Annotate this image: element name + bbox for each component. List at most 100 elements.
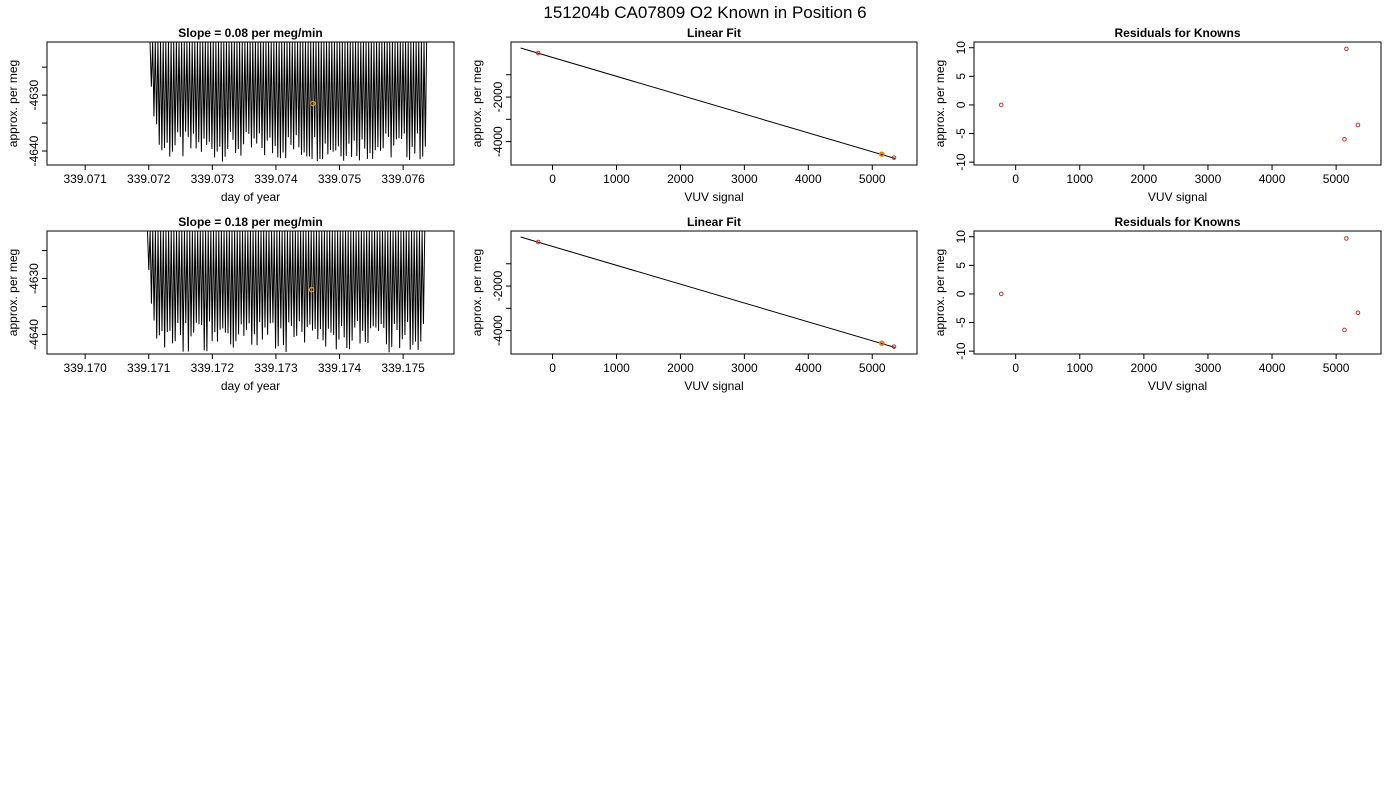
residuals-2-data-point — [1342, 327, 1347, 333]
timeseries-2-marker-point — [308, 286, 315, 293]
residuals-1-title: Residuals for Knowns — [1114, 26, 1240, 40]
residuals-1-xtick-label: 1000 — [1066, 172, 1093, 186]
residuals-2-ytick-label: 10 — [954, 230, 968, 244]
timeseries-1-panel: Slope = 0.08 per meg/min 339.071 339.072 33… — [6, 26, 455, 204]
linearfit-2-xtick-label: 5000 — [859, 361, 886, 375]
residuals-1-xtick-label: 5000 — [1323, 172, 1350, 186]
linearfit-1-frame — [510, 41, 918, 166]
residuals-2-xtick-label: 3000 — [1195, 361, 1222, 375]
timeseries-1-series-line — [149, 42, 428, 162]
linearfit-1-ytick-label: -4000 — [491, 126, 505, 157]
linearfit-2-xtick-label: 3000 — [731, 361, 758, 375]
linearfit-2-ylabel: approx. per meg — [470, 249, 484, 336]
plot-panels: Slope = 0.08 per meg/min 339.071 339.072 33… — [6, 26, 1382, 393]
residuals-2-ytick-label: 5 — [954, 262, 968, 269]
timeseries-2-xtick-label: 339.171 — [127, 361, 171, 375]
residuals-1-data-point — [1355, 122, 1361, 128]
residuals-1-xtick-label: 2000 — [1130, 172, 1157, 186]
residuals-1-data-point — [1344, 46, 1349, 52]
linearfit-1-xlabel: VUV signal — [684, 190, 743, 204]
timeseries-1-xtick-label: 339.075 — [318, 172, 362, 186]
linearfit-2-marker-point — [879, 340, 885, 347]
residuals-1-xlabel: VUV signal — [1148, 190, 1207, 204]
residuals-1-data-point — [998, 102, 1004, 108]
linearfit-1-xtick-label: 1000 — [603, 172, 630, 186]
linearfit-1-xtick-label: 4000 — [795, 172, 822, 186]
timeseries-2-ylabel: approx. per meg — [6, 249, 20, 336]
figure-title: 151204b CA07809 O2 Known in Position 6 — [543, 3, 866, 22]
residuals-2-data-point — [1344, 236, 1349, 241]
timeseries-1-xtick-label: 339.076 — [381, 172, 425, 186]
timeseries-1-xtick-label: 339.073 — [191, 172, 235, 186]
timeseries-2-title: Slope = 0.18 per meg/min — [178, 215, 322, 229]
timeseries-2-xtick-label: 339.172 — [191, 361, 235, 375]
timeseries-2-panel: Slope = 0.18 per meg/min 339.170 339.171 33… — [6, 215, 455, 393]
residuals-1-xtick-label: 0 — [1012, 172, 1019, 186]
residuals-2-title: Residuals for Knowns — [1114, 215, 1240, 229]
timeseries-2-ytick-label: -4640 — [27, 319, 41, 350]
linearfit-2-xtick-label: 2000 — [667, 361, 694, 375]
linearfit-1-marker-point — [879, 151, 885, 158]
linearfit-2-plot-area — [520, 236, 897, 349]
residuals-2-xtick-label: 2000 — [1130, 361, 1157, 375]
linearfit-1-xtick-label: 3000 — [731, 172, 758, 186]
linearfit-2-xtick-label: 0 — [549, 361, 556, 375]
linearfit-1-ylabel: approx. per meg — [470, 60, 484, 147]
residuals-2-ytick-label: -5 — [954, 317, 968, 328]
timeseries-1-xtick-label: 339.071 — [63, 172, 107, 186]
linearfit-1-data-point — [891, 155, 897, 160]
residuals-1-ytick-label: 10 — [954, 41, 968, 55]
residuals-1-panel: Residuals for Knowns 0 1000 2000 3000 4000 500… — [933, 26, 1382, 204]
residuals-2-xtick-label: 1000 — [1066, 361, 1093, 375]
residuals-2-data-point — [1355, 310, 1361, 316]
timeseries-1-xtick-label: 339.072 — [127, 172, 171, 186]
linearfit-1-plot-area — [520, 47, 897, 160]
timeseries-1-frame — [46, 41, 455, 166]
residuals-2-xtick-label: 4000 — [1259, 361, 1286, 375]
timeseries-2-xtick-label: 339.174 — [318, 361, 362, 375]
timeseries-1-plot-area — [149, 42, 428, 162]
residuals-2-xtick-label: 0 — [1012, 361, 1019, 375]
residuals-2-ytick-label: -10 — [954, 342, 968, 360]
linearfit-1-xtick-label: 0 — [549, 172, 556, 186]
timeseries-1-ytick-label: -4630 — [27, 79, 41, 110]
residuals-2-frame — [973, 230, 1382, 355]
linearfit-2-panel: Linear Fit 0 1000 2000 3000 4000 5000 -4000 -200… — [470, 215, 918, 393]
linearfit-2-ytick-label: -4000 — [491, 315, 505, 346]
timeseries-1-xtick-label: 339.074 — [254, 172, 298, 186]
timeseries-1-ylabel: approx. per meg — [6, 60, 20, 147]
linearfit-1-data-point — [535, 50, 541, 56]
residuals-1-ytick-label: -5 — [954, 128, 968, 139]
residuals-1-ylabel: approx. per meg — [933, 60, 947, 147]
linearfit-1-xtick-label: 5000 — [859, 172, 886, 186]
residuals-2-ytick-label: 0 — [954, 290, 968, 297]
timeseries-1-marker-point — [310, 100, 316, 107]
timeseries-2-plot-area — [146, 231, 426, 353]
residuals-1-ytick-label: 0 — [954, 101, 968, 108]
linearfit-1-panel: Linear Fit 0 1000 2000 3000 4000 5000 -4000 -200… — [470, 26, 918, 204]
residuals-1-ytick-label: 5 — [954, 73, 968, 80]
linearfit-2-fit-line — [520, 236, 896, 349]
residuals-1-xtick-label: 4000 — [1259, 172, 1286, 186]
residuals-2-data-point — [998, 291, 1004, 297]
linearfit-1-title: Linear Fit — [687, 26, 741, 40]
linearfit-1-xtick-label: 2000 — [667, 172, 694, 186]
residuals-1-ytick-label: -10 — [954, 153, 968, 171]
linearfit-2-xtick-label: 4000 — [795, 361, 822, 375]
timeseries-2-xtick-label: 339.173 — [254, 361, 298, 375]
linearfit-2-title: Linear Fit — [687, 215, 741, 229]
timeseries-2-ytick-label: -4630 — [27, 263, 41, 294]
timeseries-2-xlabel: day of year — [221, 379, 280, 393]
residuals-1-xtick-label: 3000 — [1195, 172, 1222, 186]
timeseries-2-xtick-label: 339.170 — [63, 361, 107, 375]
linearfit-2-data-point — [535, 239, 541, 245]
linearfit-1-ytick-label: -2000 — [491, 81, 505, 112]
linearfit-1-fit-line — [520, 47, 896, 160]
linearfit-2-xlabel: VUV signal — [684, 379, 743, 393]
residuals-2-panel: Residuals for Knowns 0 1000 2000 3000 4000 500… — [933, 215, 1382, 393]
timeseries-2-series-line — [146, 231, 426, 353]
timeseries-1-ytick-label: -4640 — [27, 135, 41, 166]
residuals-2-xlabel: VUV signal — [1148, 379, 1207, 393]
residuals-1-frame — [973, 41, 1382, 166]
